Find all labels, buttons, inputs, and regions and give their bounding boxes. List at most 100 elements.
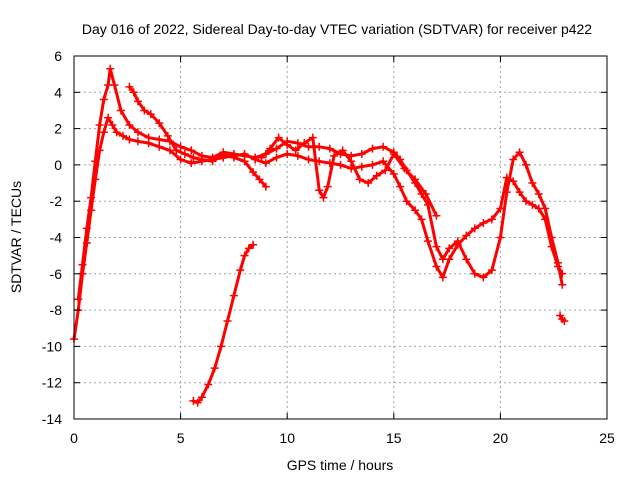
- data-point-marker: [155, 142, 164, 151]
- data-point-marker: [125, 135, 134, 144]
- data-point-marker: [355, 175, 364, 184]
- data-point-marker: [396, 182, 405, 191]
- data-point-marker: [193, 398, 202, 407]
- data-point-marker: [487, 266, 496, 275]
- data-point-marker: [293, 151, 302, 160]
- data-point-marker: [283, 140, 292, 149]
- data-point-marker: [197, 393, 206, 402]
- data-point-marker: [304, 155, 313, 164]
- data-point-marker: [315, 142, 324, 151]
- data-point-marker: [453, 237, 462, 246]
- series-line: [191, 243, 255, 405]
- data-point-marker: [104, 113, 113, 122]
- x-tick-label: 0: [70, 430, 78, 446]
- data-point-marker: [204, 380, 213, 389]
- data-point-marker: [217, 342, 226, 351]
- data-point-marker: [496, 233, 505, 242]
- data-point-marker: [541, 204, 550, 213]
- data-point-marker: [249, 240, 258, 249]
- data-point-marker: [515, 188, 524, 197]
- chart-title: Day 016 of 2022, Sidereal Day-to-day VTE…: [82, 21, 592, 37]
- y-tick-label: -8: [50, 302, 63, 318]
- data-point-marker: [400, 164, 409, 173]
- data-point-marker: [129, 88, 138, 97]
- data-point-marker: [558, 280, 567, 289]
- grid-lines: [74, 56, 607, 419]
- data-point-marker: [87, 193, 96, 202]
- data-point-marker: [462, 255, 471, 264]
- data-point-marker: [560, 316, 569, 325]
- x-tick-label: 15: [386, 430, 402, 446]
- data-point-marker: [423, 237, 432, 246]
- data-point-marker: [244, 244, 253, 253]
- y-tick-label: -2: [50, 193, 63, 209]
- data-point-marker: [479, 218, 488, 227]
- axis-ticks: 0 5 10 15 20 25 -14 -12 -10 -8 -6 -4 -2 0 2 4 6: [42, 48, 615, 446]
- data-point-marker: [283, 150, 292, 159]
- data-point-marker: [133, 137, 142, 146]
- data-point-marker: [189, 396, 198, 405]
- data-point-marker: [325, 144, 334, 153]
- data-point-marker: [180, 150, 189, 159]
- y-tick-label: -6: [50, 266, 63, 282]
- data-point-marker: [176, 155, 185, 164]
- y-axis-label: SDTVAR / TECUs: [8, 181, 24, 293]
- data-point-marker: [304, 142, 313, 151]
- data-point-marker: [347, 157, 356, 166]
- y-tick-label: -4: [50, 230, 63, 246]
- x-tick-label: 10: [279, 430, 295, 446]
- data-point-marker: [291, 146, 300, 155]
- data-point-marker: [146, 110, 155, 119]
- data-point-marker: [432, 262, 441, 271]
- data-point-marker: [357, 162, 366, 171]
- data-point-marker: [155, 135, 164, 144]
- series-isolated-rise: [189, 240, 258, 407]
- series-line: [72, 116, 564, 341]
- data-point-marker: [368, 144, 377, 153]
- data-point-marker: [125, 120, 134, 129]
- data-point-marker: [257, 153, 266, 162]
- data-point-marker: [336, 160, 345, 169]
- data-point-marker: [300, 139, 309, 148]
- data-point-marker: [210, 364, 219, 373]
- data-point-marker: [125, 82, 134, 91]
- data-point-marker: [315, 186, 324, 195]
- data-point-marker: [155, 119, 164, 128]
- data-point-marker: [229, 153, 238, 162]
- data-point-marker: [547, 233, 556, 242]
- series-line: [260, 136, 438, 218]
- data-point-marker: [82, 224, 91, 233]
- data-point-marker: [417, 215, 426, 224]
- data-point-marker: [389, 150, 398, 159]
- data-point-marker: [187, 159, 196, 168]
- data-point-marker: [74, 295, 83, 304]
- data-point-marker: [379, 142, 388, 151]
- y-tick-label: 4: [54, 84, 62, 100]
- data-point-marker: [187, 146, 196, 155]
- data-point-marker: [219, 150, 228, 159]
- data-point-marker: [106, 64, 115, 73]
- data-point-marker: [95, 120, 104, 129]
- data-point-marker: [368, 160, 377, 169]
- data-point-marker: [91, 157, 100, 166]
- x-tick-label: 25: [599, 430, 615, 446]
- data-point-marker: [144, 133, 153, 142]
- data-point-marker: [389, 169, 398, 178]
- data-point-marker: [261, 159, 270, 168]
- y-tick-label: -14: [42, 411, 62, 427]
- data-point-marker: [223, 316, 232, 325]
- data-point-marker: [553, 258, 562, 267]
- data-point-marker: [189, 153, 198, 162]
- data-point-marker: [78, 260, 87, 269]
- data-point-marker: [308, 133, 317, 142]
- data-point-marker: [249, 168, 258, 177]
- data-point-marker: [236, 266, 245, 275]
- data-point-marker: [338, 146, 347, 155]
- data-point-marker: [438, 273, 447, 282]
- data-point-marker: [229, 291, 238, 300]
- series-mid-cluster: [257, 133, 441, 220]
- data-point-marker: [266, 144, 275, 153]
- data-point-marker: [462, 231, 471, 240]
- y-tick-label: 6: [54, 48, 62, 64]
